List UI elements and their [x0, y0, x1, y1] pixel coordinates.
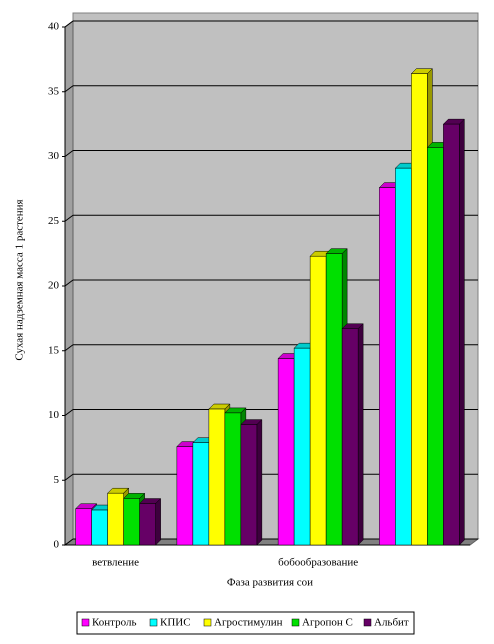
y-tick-label: 35: [48, 85, 60, 97]
legend-swatch: [291, 618, 300, 627]
bar-side: [357, 323, 364, 546]
bar: [293, 347, 311, 546]
legend-label: Контроль: [92, 617, 136, 629]
grid-line-side: [64, 214, 74, 222]
legend-swatch: [203, 618, 212, 627]
x-tick-label: ветвление: [92, 557, 139, 569]
grid-line-side: [64, 20, 74, 28]
y-tick-label: 10: [48, 409, 60, 421]
grid-line-side: [64, 344, 74, 352]
legend-swatch: [363, 618, 372, 627]
legend-label: КПИС: [160, 617, 191, 629]
bar: [224, 412, 242, 546]
bar: [123, 498, 140, 546]
bar: [427, 147, 444, 546]
bar: [341, 328, 359, 546]
legend-swatch: [149, 618, 158, 627]
legend-label: Альбит: [374, 617, 409, 629]
bar: [91, 509, 108, 546]
grid-line-side: [64, 150, 74, 157]
grid-line-side: [64, 409, 74, 416]
bar: [176, 446, 194, 546]
bar-side: [155, 497, 161, 546]
legend-label: Агропон С: [302, 617, 353, 629]
y-tick-label: 0: [54, 539, 60, 551]
grid-line-side: [64, 85, 74, 93]
bar: [192, 442, 210, 546]
y-tick-label: 15: [48, 344, 60, 356]
bar-side: [256, 418, 263, 546]
bar: [208, 408, 226, 546]
x-axis-label: Фаза развития сои: [227, 577, 313, 589]
bar: [411, 73, 428, 546]
legend-box: [76, 611, 415, 635]
bar: [379, 187, 396, 546]
y-tick-label: 40: [48, 21, 60, 33]
grid-line-side: [64, 473, 74, 481]
legend-label: Агростимулин: [214, 617, 283, 629]
bar: [395, 167, 412, 546]
bar-side: [459, 118, 465, 546]
bar: [277, 358, 295, 546]
legend-swatch: [81, 618, 90, 627]
bar: [325, 253, 343, 546]
y-tick-label: 30: [48, 150, 60, 162]
bar: [240, 424, 258, 546]
y-axis-label: Сухая надземная масса 1 растения: [14, 199, 26, 360]
bar: [443, 123, 460, 546]
x-tick-label: бобообразование: [278, 557, 358, 569]
bar: [309, 255, 327, 546]
y-tick-label: 5: [54, 474, 60, 486]
y-tick-label: 20: [48, 280, 60, 292]
bar: [107, 492, 124, 546]
bar: [75, 508, 92, 546]
grid-line-side: [64, 538, 74, 546]
grid-line-side: [64, 279, 74, 287]
bar: [139, 503, 156, 546]
y-tick-label: 25: [48, 215, 60, 227]
